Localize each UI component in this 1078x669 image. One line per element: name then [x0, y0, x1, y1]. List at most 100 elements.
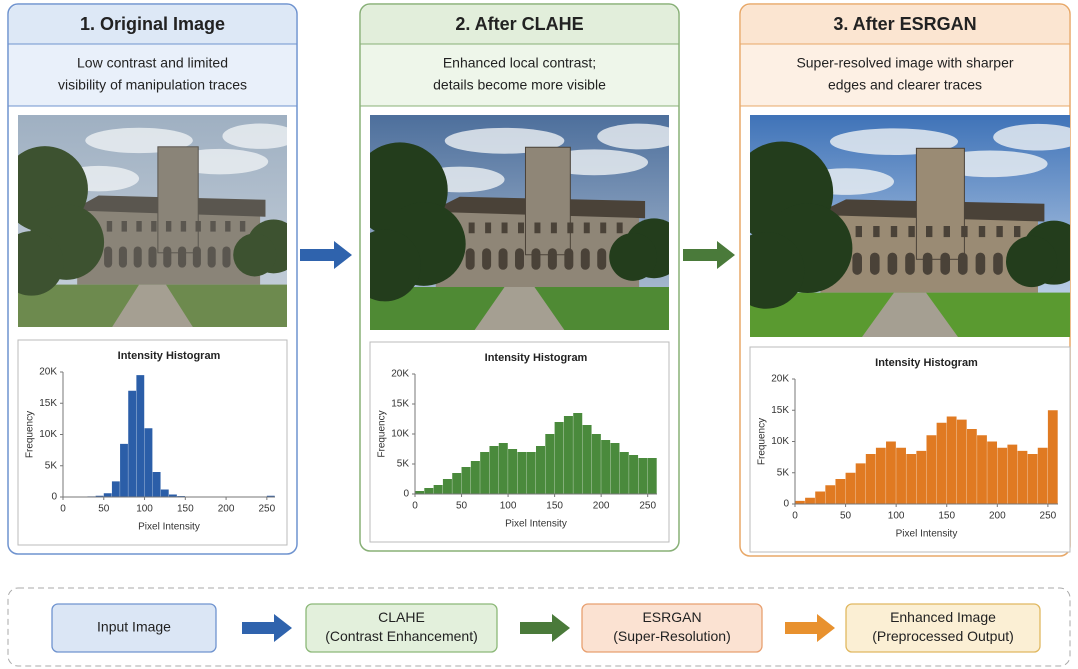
histogram-bar: [906, 454, 916, 504]
x-tick-label: 100: [888, 511, 905, 522]
x-tick-label: 0: [792, 511, 798, 522]
pipeline-step-label: Input Image: [97, 619, 171, 635]
histogram-bar: [947, 417, 957, 505]
histogram-bar: [564, 416, 573, 494]
x-axis-label: Pixel Intensity: [138, 522, 200, 533]
y-tick-label: 15K: [771, 405, 789, 416]
panel-subheader: [9, 44, 296, 106]
histogram-bar: [508, 449, 517, 494]
window: [584, 223, 590, 234]
arch: [499, 248, 508, 269]
photo: [728, 115, 1078, 337]
window: [891, 226, 897, 237]
arch: [208, 246, 216, 267]
pipeline-step-label: (Contrast Enhancement): [325, 628, 478, 644]
histogram-bar: [927, 435, 937, 504]
arch: [564, 248, 573, 269]
histogram-bar: [957, 420, 967, 504]
arch: [515, 248, 524, 269]
arch: [958, 253, 968, 275]
arch: [178, 246, 186, 267]
x-tick-label: 50: [456, 501, 468, 512]
x-tick-label: 0: [412, 501, 418, 512]
histogram-bar: [610, 443, 619, 494]
histogram-bar: [648, 458, 657, 494]
histogram-bar: [462, 467, 471, 494]
arch: [888, 253, 898, 275]
panel-title: 1. Original Image: [80, 14, 225, 34]
tower: [158, 147, 198, 253]
histogram-bar: [805, 498, 815, 504]
y-tick-label: 20K: [771, 374, 789, 385]
window: [469, 223, 475, 234]
pipeline-step-label: CLAHE: [378, 609, 425, 625]
x-tick-label: 100: [136, 504, 153, 515]
histogram-bar: [937, 423, 947, 504]
histogram-bar: [1048, 410, 1058, 504]
panel-subtitle: details become more visible: [433, 77, 606, 93]
y-tick-label: 0: [783, 499, 789, 510]
arch: [222, 246, 230, 267]
x-axis-label: Pixel Intensity: [896, 529, 958, 540]
window: [240, 221, 245, 232]
histogram-title: Intensity Histogram: [118, 350, 221, 362]
histogram-bar: [620, 452, 629, 494]
histogram-bar: [434, 485, 443, 494]
x-tick-label: 200: [218, 504, 235, 515]
histogram-bar: [815, 492, 825, 505]
y-tick-label: 0: [51, 492, 57, 503]
arch: [466, 248, 475, 269]
pipeline-step-label: (Preprocessed Output): [872, 628, 1014, 644]
window: [926, 226, 932, 237]
arch: [870, 253, 880, 275]
panel-subtitle: visibility of manipulation traces: [58, 77, 247, 93]
histogram-bar: [638, 458, 647, 494]
histogram-bar: [536, 446, 545, 494]
histogram-bar: [896, 448, 906, 504]
histogram-bar: [987, 442, 997, 505]
histogram-bar: [977, 435, 987, 504]
histogram-bar: [856, 463, 866, 504]
histogram-frame: [750, 347, 1070, 552]
window: [600, 223, 606, 234]
window: [1014, 226, 1020, 237]
histogram-bar: [161, 490, 169, 498]
y-tick-label: 20K: [391, 369, 409, 380]
histogram-bar: [471, 461, 480, 494]
histogram-bar: [592, 434, 601, 494]
histogram-bar: [825, 485, 835, 504]
x-tick-label: 250: [259, 504, 276, 515]
histogram-bar: [555, 422, 564, 494]
histogram-bar: [424, 488, 433, 494]
x-axis-label: Pixel Intensity: [505, 519, 567, 530]
histogram-bar: [480, 452, 489, 494]
window: [873, 226, 879, 237]
window: [961, 226, 967, 237]
y-tick-label: 15K: [391, 399, 409, 410]
histogram-bar: [866, 454, 876, 504]
histogram-bar: [1038, 448, 1048, 504]
window: [107, 221, 112, 232]
window: [196, 221, 201, 232]
window: [485, 223, 491, 234]
pipeline-step-label: (Super-Resolution): [613, 628, 731, 644]
histogram-bar: [136, 375, 144, 497]
window: [908, 226, 914, 237]
y-axis-label: Frequency: [25, 411, 36, 458]
window: [151, 221, 156, 232]
y-tick-label: 15K: [39, 398, 57, 409]
histogram-bar: [145, 428, 153, 497]
x-tick-label: 150: [546, 501, 563, 512]
y-tick-label: 5K: [777, 467, 790, 478]
histogram-bar: [112, 481, 120, 497]
tree: [609, 233, 657, 281]
arch: [482, 248, 491, 269]
window: [225, 221, 230, 232]
histogram-bar: [1018, 451, 1028, 504]
window: [617, 223, 623, 234]
x-tick-label: 0: [60, 504, 66, 515]
pipeline-step-label: Enhanced Image: [890, 609, 996, 625]
x-tick-label: 100: [500, 501, 517, 512]
window: [551, 223, 557, 234]
x-tick-label: 200: [593, 501, 610, 512]
